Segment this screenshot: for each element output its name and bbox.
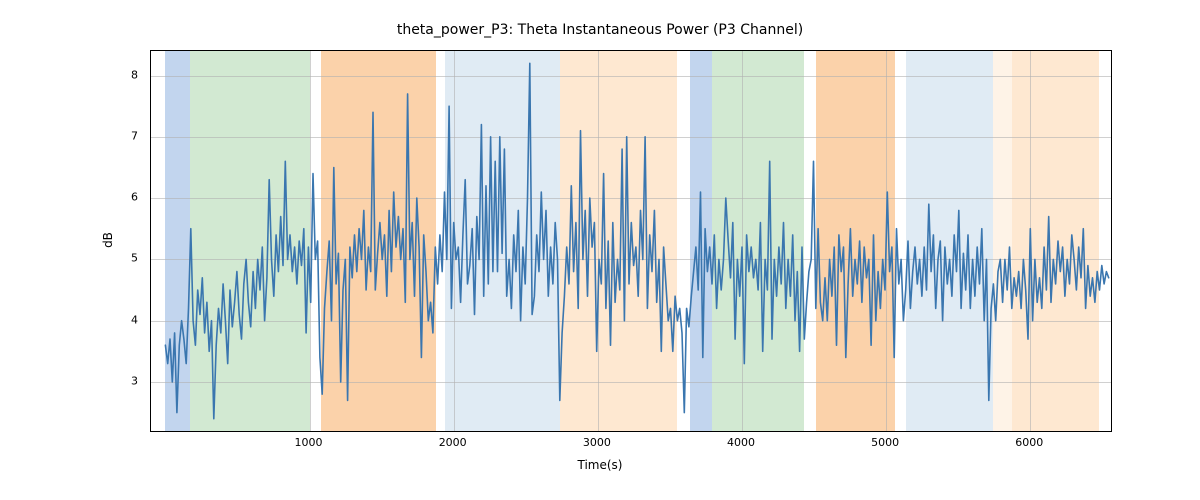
- x-tick-label: 5000: [871, 436, 899, 449]
- figure: theta_power_P3: Theta Instantaneous Powe…: [0, 0, 1200, 500]
- x-tick-label: 2000: [439, 436, 467, 449]
- y-tick-label: 3: [131, 374, 138, 387]
- y-axis-label: dB: [101, 232, 115, 248]
- plot-area: [150, 50, 1112, 432]
- y-tick-label: 8: [131, 68, 138, 81]
- y-tick-label: 7: [131, 129, 138, 142]
- x-tick-label: 3000: [583, 436, 611, 449]
- y-tick-label: 5: [131, 252, 138, 265]
- line-series: [151, 51, 1111, 431]
- x-tick-label: 4000: [727, 436, 755, 449]
- chart-title: theta_power_P3: Theta Instantaneous Powe…: [0, 22, 1200, 38]
- theta-power-line: [165, 63, 1108, 418]
- y-tick-label: 4: [131, 313, 138, 326]
- x-tick-label: 6000: [1015, 436, 1043, 449]
- x-axis-label: Time(s): [0, 458, 1200, 472]
- y-tick-label: 6: [131, 191, 138, 204]
- x-tick-label: 1000: [295, 436, 323, 449]
